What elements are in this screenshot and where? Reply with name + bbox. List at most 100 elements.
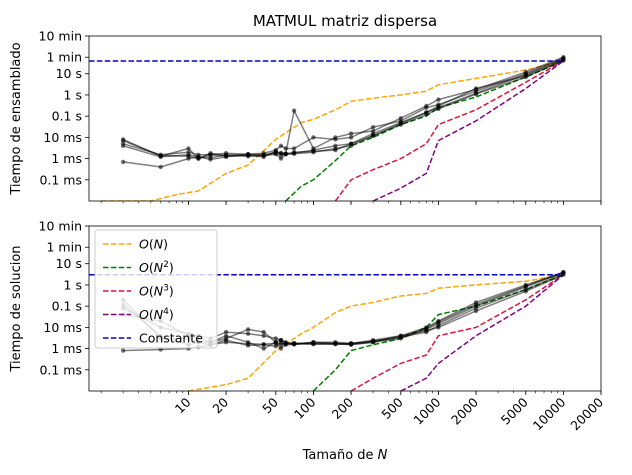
reference-curve: [372, 60, 564, 201]
run-point: [261, 333, 266, 338]
run-point: [473, 91, 479, 97]
run-point: [291, 146, 297, 151]
y-tick-label: 10 min: [39, 219, 82, 234]
run-point: [473, 308, 479, 314]
legend: O(N) O(N2) O(N3) O(N4) Constante: [94, 229, 218, 349]
run-point: [523, 289, 528, 294]
run-point: [278, 152, 284, 157]
plot-frame: [88, 225, 602, 392]
run-point: [223, 329, 229, 335]
run-point: [208, 151, 213, 156]
run-point: [348, 341, 354, 346]
y-tick-label: 1 min: [47, 50, 83, 65]
run-point: [186, 146, 191, 151]
x-tick-label: 500: [378, 394, 406, 422]
run-point: [291, 151, 297, 156]
legend-label-n: N: [154, 284, 164, 299]
run-point: [398, 116, 403, 121]
y-tick-label: 10 s: [56, 256, 82, 271]
run-point: [261, 342, 266, 347]
panel-solucion: Tiempo de solucion 0.1 ms 1 ms 10 ms 0.1 s 1 …: [9, 219, 606, 434]
run-point: [370, 128, 376, 134]
run-point: [278, 346, 284, 351]
legend-label: Constante: [139, 331, 203, 346]
run-point: [348, 135, 354, 140]
run-point: [523, 283, 528, 289]
reference-curve: [334, 60, 564, 201]
x-tick-label: 1000: [410, 394, 443, 427]
run-point: [348, 143, 354, 148]
legend-label-o: O: [139, 237, 149, 252]
run-point: [273, 151, 278, 156]
x-tick-label: 10: [172, 394, 194, 416]
chart-title: MATMUL matriz dispersa: [253, 12, 437, 30]
run-point: [158, 164, 163, 170]
legend-label-n: N: [154, 237, 164, 252]
run-point: [245, 327, 251, 332]
x-tick-label: 200: [329, 394, 357, 422]
legend-label-exp: 2: [163, 260, 169, 270]
run-point: [561, 58, 566, 63]
run-point: [120, 137, 126, 142]
y-axis-title: Tiempo de solucion: [9, 245, 24, 372]
run-point: [348, 131, 354, 136]
panel-ensamblado: Tiempo de ensamblado 0.1 ms 1 ms 10 ms 0.1 s…: [9, 29, 602, 205]
reference-curve: [101, 60, 564, 201]
y-tick-label: 10 s: [56, 66, 82, 81]
y-tick-label: 0.1 s: [52, 299, 82, 314]
run-point: [436, 97, 441, 102]
legend-label-exp: 4: [163, 307, 169, 317]
legend-label: O(N): [139, 237, 168, 252]
x-axis-title-text: Tamaño de: [302, 448, 378, 463]
y-tick-label: 1 min: [47, 240, 83, 255]
run-point: [196, 154, 201, 160]
run-point: [273, 344, 278, 349]
reference-curve: [350, 274, 564, 391]
plot-content: [89, 55, 566, 201]
x-tick-label: 2000: [448, 394, 481, 427]
legend-label-n: N: [154, 260, 164, 275]
run-point: [278, 156, 284, 161]
run-point: [561, 55, 566, 60]
x-tick-label: 100: [291, 394, 319, 422]
reference-curve: [285, 60, 564, 201]
y-tick-label: 10 min: [39, 29, 82, 44]
run-point: [311, 146, 316, 151]
y-tick-label: 0.1 s: [52, 109, 82, 124]
run-point: [283, 342, 288, 347]
run-line: [122, 59, 564, 159]
run-point: [523, 74, 528, 80]
y-tick-label: 1 ms: [51, 341, 82, 356]
y-tick-label: 10 ms: [43, 320, 82, 335]
run-point: [561, 270, 566, 275]
run-point: [436, 325, 441, 330]
plot-area: [89, 36, 601, 201]
run-point: [523, 69, 528, 75]
run-point: [278, 143, 284, 148]
x-tick-label: 5000: [498, 394, 531, 427]
run-point: [223, 337, 229, 343]
run-point: [261, 329, 266, 335]
run-point: [436, 106, 441, 112]
y-tick-label: 1 s: [64, 277, 82, 292]
legend-label: O(N3): [139, 284, 174, 299]
run-point: [291, 108, 297, 113]
run-point: [436, 102, 441, 107]
run-point: [158, 154, 163, 160]
run-point: [120, 348, 126, 353]
legend-label-exp: 3: [163, 284, 169, 294]
legend-box: [94, 229, 218, 349]
legend-label-n: N: [154, 307, 164, 322]
run-point: [208, 155, 213, 160]
run-point: [311, 135, 316, 140]
legend-label: O(N2): [139, 260, 174, 275]
x-tick-label: 10000: [530, 394, 569, 433]
run-point: [291, 342, 297, 347]
x-axis-title: Tamaño de N: [302, 448, 388, 463]
run-point: [436, 319, 441, 325]
run-point: [424, 326, 429, 331]
run-point: [424, 112, 429, 117]
run-point: [333, 342, 338, 347]
run-point: [245, 331, 251, 336]
